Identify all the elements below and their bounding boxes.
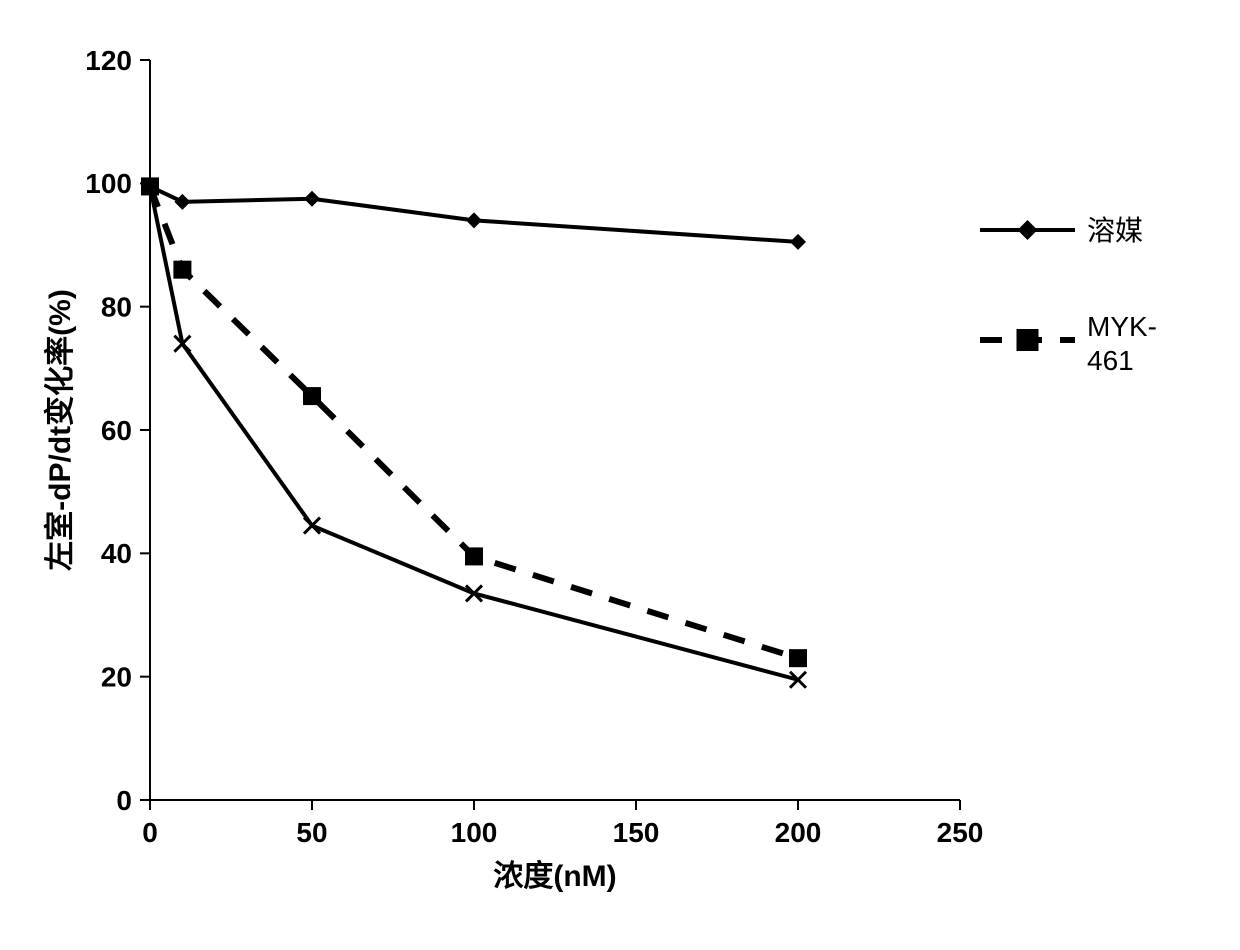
series-line bbox=[150, 186, 798, 658]
y-tick-label: 20 bbox=[101, 661, 132, 692]
square-marker bbox=[789, 649, 807, 667]
chart-container: 0 50 100 150 200 250 浓度(nM) 0 20 40 60 80 100 120 左室-d… bbox=[0, 0, 1240, 950]
x-tick-label: 150 bbox=[613, 817, 660, 848]
x-axis-label: 浓度(nM) bbox=[493, 860, 616, 893]
legend-label: MYK- bbox=[1087, 311, 1157, 342]
series bbox=[142, 178, 806, 250]
y-tick-label: 0 bbox=[116, 785, 132, 816]
legend-label: 溶媒 bbox=[1087, 215, 1143, 246]
y-tick-label: 60 bbox=[101, 415, 132, 446]
legend-item: 溶媒 bbox=[980, 215, 1143, 246]
line-chart: 0 50 100 150 200 250 浓度(nM) 0 20 40 60 80 100 120 左室-d… bbox=[0, 0, 1240, 950]
diamond-marker bbox=[304, 191, 320, 207]
y-tick-label: 80 bbox=[101, 291, 132, 322]
legend-item: MYK-461 bbox=[980, 311, 1157, 376]
square-marker bbox=[303, 387, 321, 405]
diamond-marker bbox=[174, 194, 190, 210]
x-tick-label: 250 bbox=[937, 817, 984, 848]
series-line bbox=[150, 186, 798, 679]
diamond-marker bbox=[466, 212, 482, 228]
x-tick-label: 100 bbox=[451, 817, 498, 848]
x-tick-label: 0 bbox=[142, 817, 158, 848]
y-tick-label: 120 bbox=[85, 45, 132, 76]
series bbox=[142, 178, 806, 687]
x-tick-label: 50 bbox=[296, 817, 327, 848]
square-marker bbox=[1017, 329, 1039, 351]
y-axis-label: 左室-dP/dt变化率(%) bbox=[43, 289, 77, 571]
square-marker bbox=[465, 547, 483, 565]
x-tick-label: 200 bbox=[775, 817, 822, 848]
legend-label: 461 bbox=[1087, 345, 1134, 376]
y-tick-label: 100 bbox=[85, 168, 132, 199]
square-marker bbox=[173, 261, 191, 279]
diamond-marker bbox=[1018, 220, 1038, 240]
y-tick-label: 40 bbox=[101, 538, 132, 569]
diamond-marker bbox=[790, 234, 806, 250]
